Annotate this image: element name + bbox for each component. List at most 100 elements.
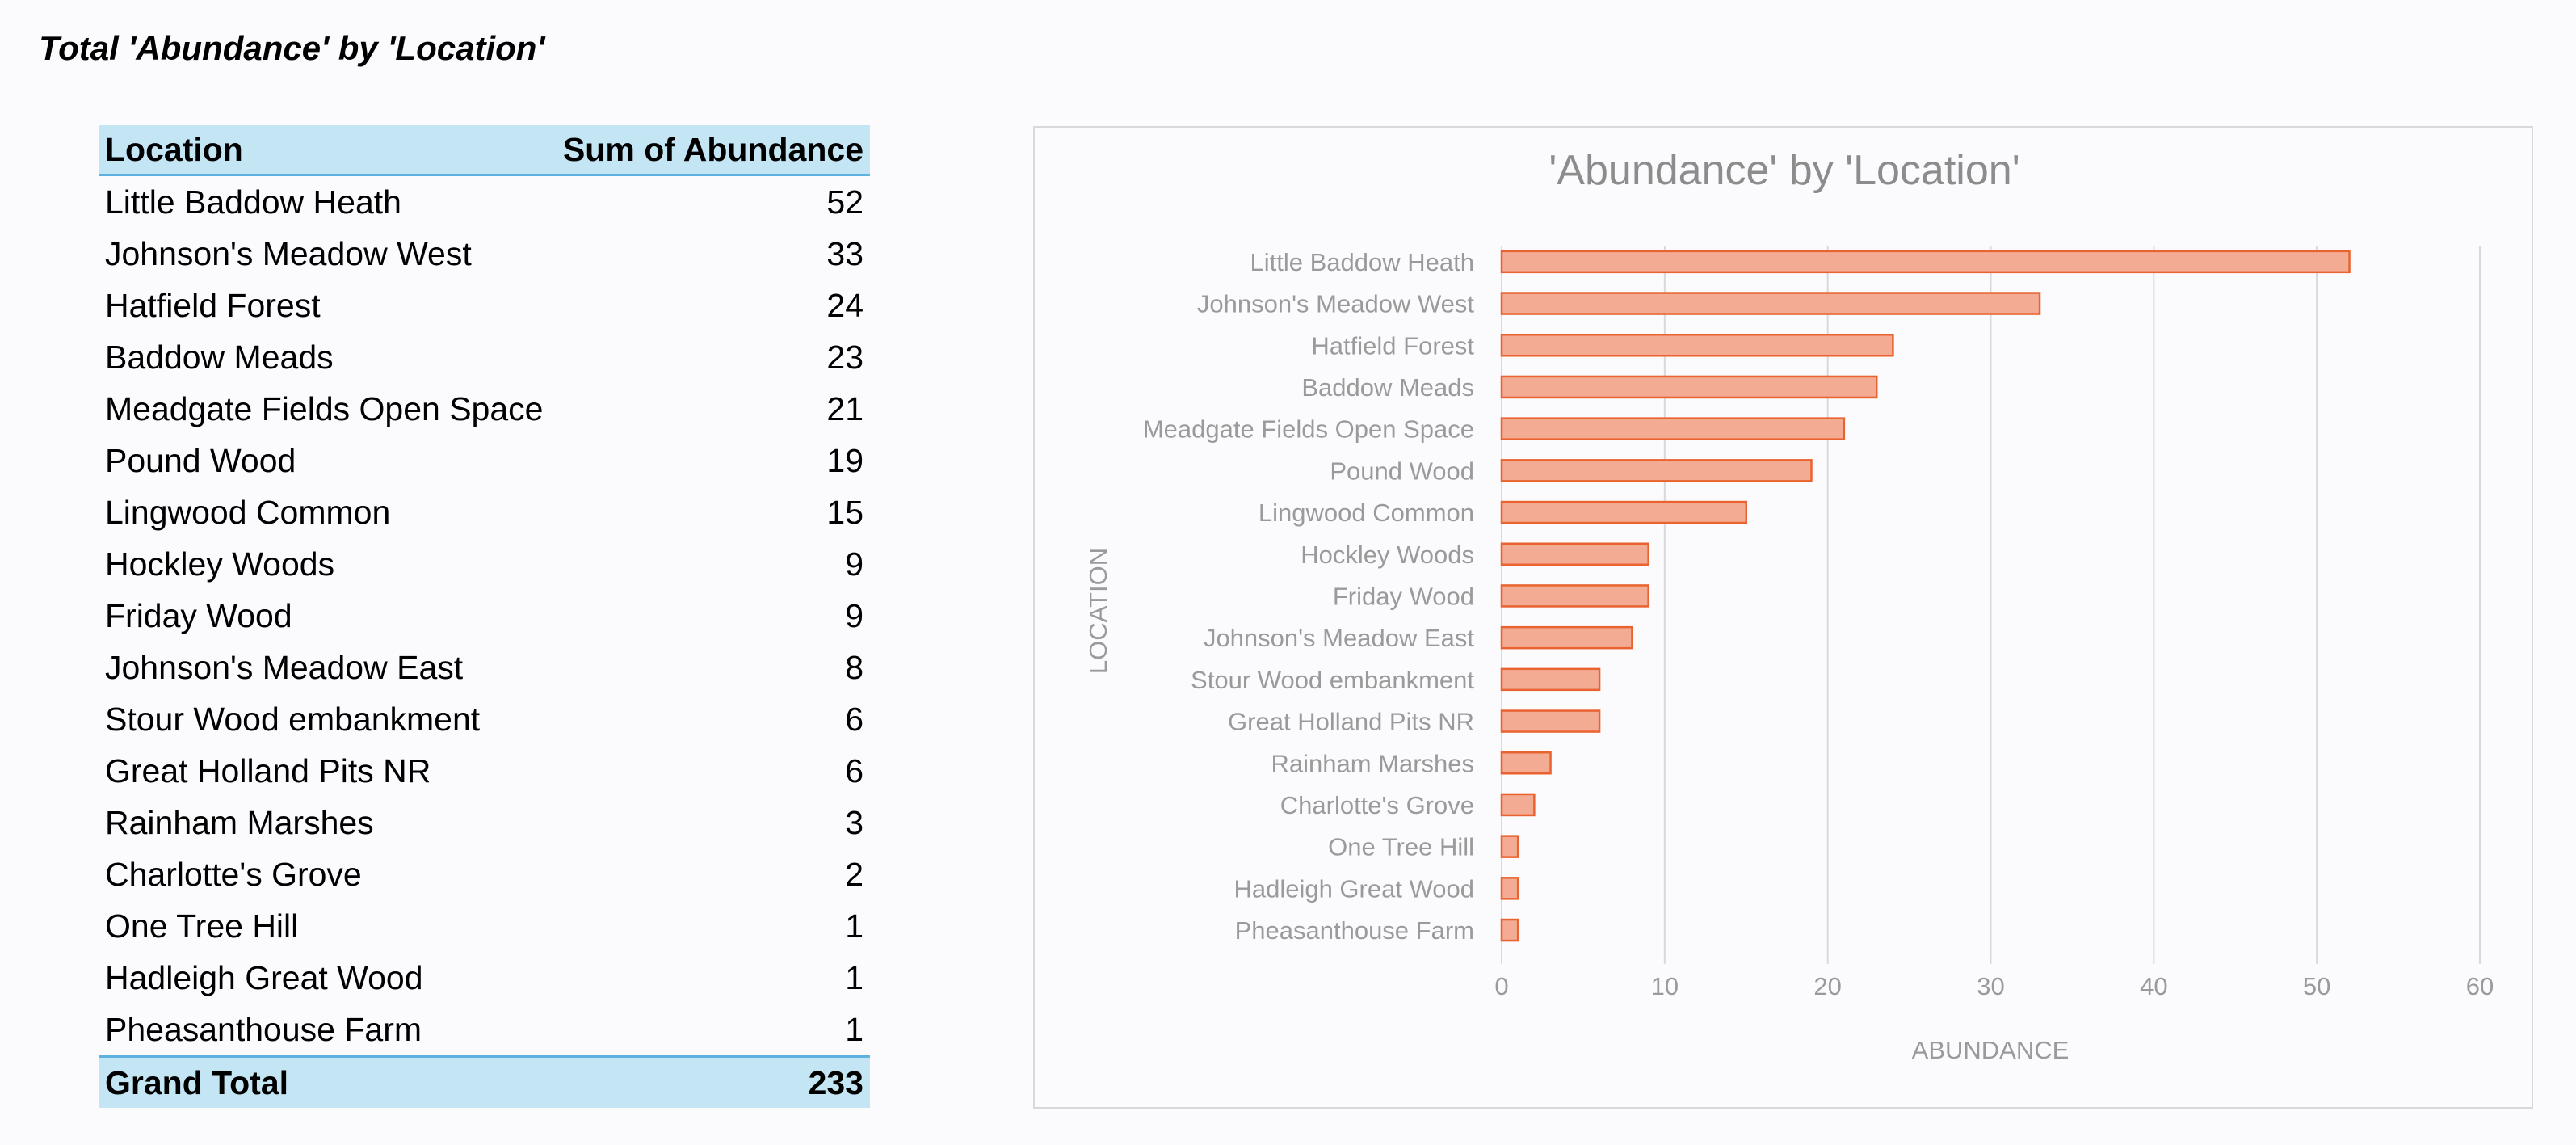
grand-total-label: Grand Total [105,1063,289,1101]
category-label: Pound Wood [1330,457,1474,485]
category-label: Little Baddow Heath [1250,248,1474,276]
bar [1500,918,1519,942]
bar [1500,334,1894,357]
x-tick-labels: 0 10 20 30 40 50 60 [1494,972,2494,1000]
bar [1500,751,1552,775]
header-sum-of-abundance[interactable]: Sum of Abundance [562,130,864,168]
pivot-rows: Little Baddow Heath 52 Johnson's Meadow W… [99,176,870,1055]
table-row[interactable]: Hatfield Forest 24 [99,280,870,331]
row-value: 9 [845,545,864,583]
bar [1500,417,1846,440]
row-location: Pheasanthouse Farm [105,1010,422,1048]
row-value: 15 [826,493,864,531]
row-value: 23 [826,338,864,376]
table-row[interactable]: Baddow Meads 23 [99,331,870,383]
bar [1500,500,1747,524]
row-location: Hadleigh Great Wood [105,958,423,996]
bar [1500,584,1649,608]
row-location: Lingwood Common [105,493,391,531]
bar [1500,250,2351,274]
x-tick-label: 30 [1977,972,2004,1000]
row-value: 33 [826,234,864,272]
row-value: 52 [826,183,864,221]
row-value: 6 [845,700,864,738]
row-location: Little Baddow Heath [105,183,401,221]
table-row[interactable]: Rainham Marshes 3 [99,797,870,848]
category-label: One Tree Hill [1328,833,1474,861]
category-label: Meadgate Fields Open Space [1143,415,1474,444]
grand-total-row[interactable]: Grand Total 233 [99,1055,870,1108]
row-location: Charlotte's Grove [105,855,362,893]
category-label: Johnson's Meadow East [1204,624,1474,652]
report-title: Total 'Abundance' by 'Location' [39,29,545,67]
row-value: 9 [845,596,864,634]
row-value: 1 [845,958,864,996]
header-location[interactable]: Location [105,130,243,168]
x-tick-label: 40 [2140,972,2167,1000]
table-row[interactable]: Little Baddow Heath 52 [99,176,870,228]
bars [1500,250,2351,942]
category-label: Charlotte's Grove [1280,791,1474,819]
category-label: Hockley Woods [1301,541,1474,569]
row-location: Pound Wood [105,441,296,479]
y-axis-title: LOCATION [1084,548,1112,674]
bar [1500,542,1649,566]
bar [1500,625,1633,650]
row-value: 19 [826,441,864,479]
row-location: Baddow Meads [105,338,334,376]
table-row[interactable]: Johnson's Meadow West 33 [99,228,870,280]
chart-title: 'Abundance' by 'Location' [1549,147,2019,194]
category-label: Hadleigh Great Wood [1233,874,1474,903]
row-value: 3 [845,803,864,841]
bar [1500,793,1536,817]
row-location: Rainham Marshes [105,803,374,841]
table-row[interactable]: Hockley Woods 9 [99,538,870,590]
row-location: Great Holland Pits NR [105,751,431,789]
bar [1500,835,1519,858]
table-row[interactable]: Stour Wood embankment 6 [99,693,870,745]
category-label: Pheasanthouse Farm [1235,916,1474,945]
table-row[interactable]: Hadleigh Great Wood 1 [99,952,870,1004]
row-location: Stour Wood embankment [105,700,481,738]
category-label: Hatfield Forest [1311,331,1474,360]
category-label: Johnson's Meadow West [1197,290,1474,318]
chart-canvas: 'Abundance' by 'Location' Little Baddow … [1084,147,2494,1064]
row-value: 21 [826,389,864,427]
table-row[interactable]: Lingwood Common 15 [99,486,870,538]
table-row[interactable]: Meadgate Fields Open Space 21 [99,383,870,435]
table-row[interactable]: Johnson's Meadow East 8 [99,642,870,693]
bar [1500,292,2041,315]
pivot-header-row: Location Sum of Abundance [99,125,870,176]
bar-chart[interactable]: 'Abundance' by 'Location' Little Baddow … [1033,126,2533,1109]
x-tick-label: 60 [2466,972,2494,1000]
row-location: Meadgate Fields Open Space [105,389,544,427]
bar [1500,375,1878,399]
table-row[interactable]: Pheasanthouse Farm 1 [99,1004,870,1055]
row-value: 2 [845,855,864,893]
table-row[interactable]: Great Holland Pits NR 6 [99,745,870,797]
row-value: 1 [845,907,864,945]
category-labels: Little Baddow Heath Johnson's Meadow West… [1143,248,1475,945]
category-label: Great Holland Pits NR [1228,708,1474,736]
category-label: Stour Wood embankment [1191,666,1474,694]
row-location: Friday Wood [105,596,292,634]
row-location: One Tree Hill [105,907,299,945]
x-axis-title: ABUNDANCE [1912,1036,2070,1064]
category-label: Rainham Marshes [1271,749,1474,777]
row-location: Johnson's Meadow East [105,648,464,686]
bar [1500,667,1601,692]
table-row[interactable]: Pound Wood 19 [99,435,870,486]
bar [1500,709,1601,733]
table-row[interactable]: One Tree Hill 1 [99,900,870,952]
bar [1500,459,1813,482]
table-row[interactable]: Charlotte's Grove 2 [99,848,870,900]
x-tick-label: 10 [1651,972,1679,1000]
row-location: Hockley Woods [105,545,335,583]
row-value: 24 [826,286,864,324]
x-tick-label: 0 [1494,972,1508,1000]
row-location: Johnson's Meadow West [105,234,472,272]
row-value: 6 [845,751,864,789]
table-row[interactable]: Friday Wood 9 [99,590,870,642]
grid-lines [1501,246,2481,964]
x-tick-label: 50 [2303,972,2330,1000]
